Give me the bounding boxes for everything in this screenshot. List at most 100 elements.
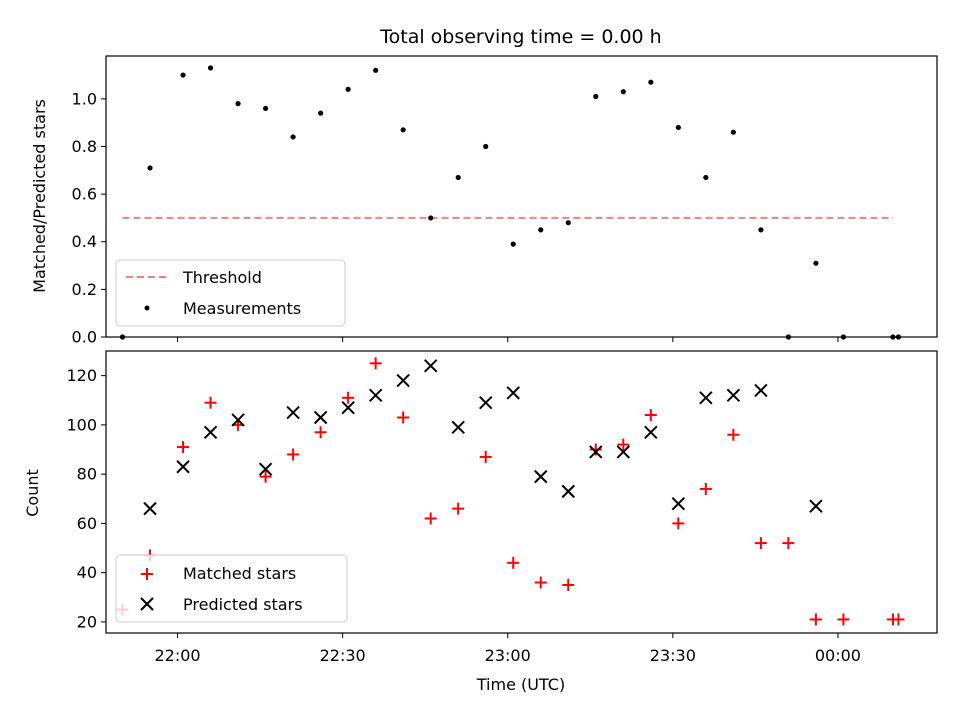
matched-stars-point (699, 482, 712, 495)
top-legend-measurements-swatch (144, 305, 150, 311)
predicted-stars-point (506, 386, 520, 400)
top-plot-marks (119, 65, 902, 340)
measurement-point (428, 215, 434, 221)
measurement-point (648, 79, 654, 85)
bottom-plot-frame (105, 350, 938, 634)
top-y-axis-label: Matched/Predicted stars (30, 99, 49, 293)
predicted-stars-point (231, 413, 245, 427)
predicted-stars-point (341, 400, 355, 415)
matched-stars-point (534, 576, 547, 589)
measurement-point (840, 334, 847, 340)
predicted-stars-point (313, 410, 328, 425)
x-tick-label: 00:00 (815, 646, 861, 665)
matched-stars-point (259, 470, 272, 483)
measurement-point (538, 227, 544, 233)
measurement-point (895, 334, 902, 340)
bottom-x-ticks: 22:00 22:30 23:00 23:30 00:00 (154, 633, 861, 665)
bottom-legend: Matched stars Predicted stars (115, 554, 348, 623)
predicted-stars-point (699, 391, 713, 405)
matched-stars-point (479, 450, 492, 463)
x-tick-label: 23:30 (650, 646, 696, 665)
measurement-point (785, 334, 792, 340)
top-y-tick-label: 0.2 (72, 280, 97, 299)
x-tick-label: 22:00 (154, 646, 200, 665)
measurement-point (593, 93, 599, 100)
measurement-point (262, 105, 269, 111)
top-legend: Threshold Measurements (115, 259, 346, 327)
matched-stars-point (287, 448, 300, 461)
matched-stars-point (314, 426, 327, 439)
predicted-stars-point (396, 373, 410, 388)
bottom-y-axis-label: Count (23, 469, 42, 517)
matched-stars-point (177, 441, 190, 454)
predicted-stars-point (143, 501, 157, 516)
top-panel: 0.0 0.2 0.4 0.6 0.8 1.0 Matched/Predicted sta… (30, 55, 938, 347)
measurement-point (890, 334, 896, 340)
predicted-stars-point (203, 425, 218, 439)
measurement-point (565, 220, 571, 226)
predicted-stars-point (754, 383, 768, 398)
matched-stars-point (809, 613, 822, 626)
top-y-tick-label: 1.0 (72, 89, 97, 108)
matched-stars-point (644, 409, 657, 422)
top-y-tick-label: 0.0 (72, 328, 97, 347)
predicted-stars-point (451, 420, 465, 435)
measurement-point (147, 165, 153, 171)
top-y-tick-label: 0.4 (72, 232, 97, 251)
predicted-stars-point (616, 445, 631, 459)
predicted-stars-point (561, 484, 575, 499)
top-x-ticks (177, 337, 839, 342)
x-axis-label: Time (UTC) (476, 675, 565, 694)
measurement-point (620, 89, 626, 95)
measurement-point (675, 124, 681, 131)
bottom-y-tick-label: 80 (77, 465, 97, 484)
top-legend-box (115, 259, 346, 327)
matched-stars-point (782, 537, 795, 550)
predicted-stars-point (423, 359, 438, 373)
predicted-stars-point (258, 462, 273, 476)
predicted-stars-point (726, 388, 741, 403)
predicted-stars-point (286, 405, 300, 420)
measurement-point (758, 227, 764, 233)
bottom-legend-predicted-swatch (140, 597, 154, 611)
top-legend-measurements-label: Measurements (183, 299, 301, 318)
top-plot-frame (105, 55, 938, 338)
bottom-y-tick-label: 60 (77, 514, 97, 533)
measurement-point (373, 67, 379, 73)
top-y-tick-label: 0.6 (72, 185, 97, 204)
measurement-point (318, 110, 324, 116)
measurement-point (455, 174, 461, 181)
measurement-point (119, 334, 126, 340)
measurement-point (290, 134, 296, 140)
matched-stars-point (452, 502, 465, 515)
measurement-point (510, 241, 516, 247)
top-y-tick-label: 0.8 (72, 137, 97, 156)
x-tick-label: 22:30 (320, 646, 366, 665)
bottom-y-ticks: 20 40 60 80 100 120 (66, 366, 106, 631)
predicted-stars-point (176, 460, 190, 474)
matched-stars-point (589, 443, 602, 456)
x-tick-label: 23:00 (485, 646, 531, 665)
predicted-stars-point (671, 496, 686, 511)
predicted-stars-point (368, 388, 383, 403)
bottom-y-tick-label: 100 (66, 415, 97, 434)
matched-stars-point (754, 537, 767, 550)
bottom-legend-matched-label: Matched stars (183, 564, 296, 583)
measurement-point (483, 143, 489, 150)
bottom-legend-predicted-label: Predicted stars (183, 595, 303, 614)
predicted-stars-point (809, 499, 823, 513)
measurement-point (235, 101, 241, 107)
matched-stars-point (562, 578, 575, 591)
matched-stars-point (617, 438, 630, 451)
measurement-point (180, 72, 186, 78)
bottom-legend-matched-swatch (141, 568, 153, 580)
bottom-panel: 20 40 60 80 100 120 22:00 22:30 23:00 23:30 00:00… (23, 350, 938, 694)
matched-stars-point (397, 411, 410, 424)
matched-stars-point (369, 357, 382, 370)
top-legend-threshold-label: Threshold (182, 268, 262, 287)
bottom-y-tick-label: 120 (66, 366, 97, 385)
matched-stars-point (727, 428, 740, 441)
predicted-stars-point (534, 469, 548, 484)
matched-stars-point (424, 512, 437, 525)
